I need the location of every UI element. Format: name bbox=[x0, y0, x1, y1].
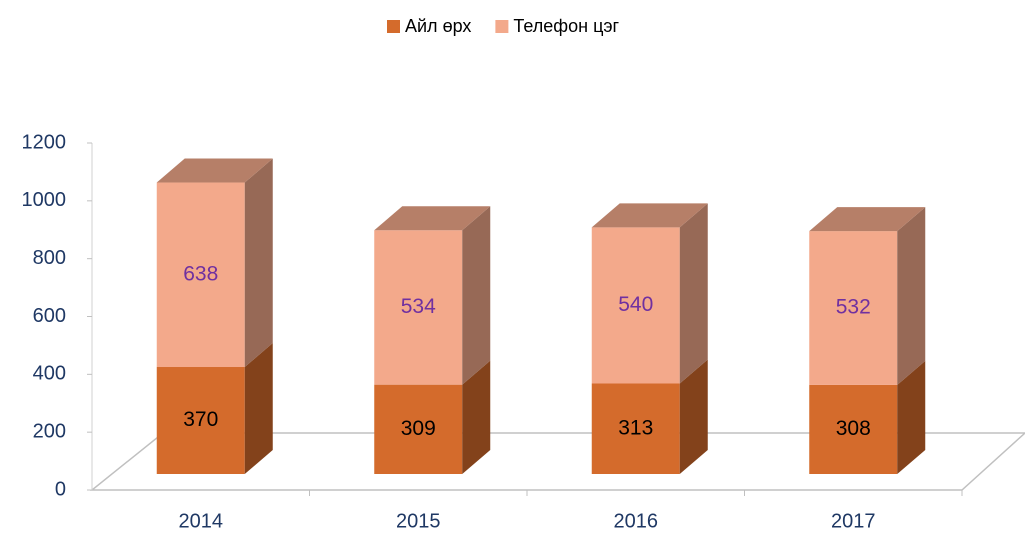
y-tick-label: 0 bbox=[55, 478, 66, 500]
y-tick-label: 600 bbox=[33, 305, 66, 327]
y-tick-label: 1200 bbox=[22, 131, 67, 153]
y-tick-label: 400 bbox=[33, 363, 66, 385]
bar-side bbox=[679, 203, 708, 384]
bar-side bbox=[679, 359, 708, 474]
data-label: 308 bbox=[836, 417, 871, 440]
floor bbox=[89, 432, 1025, 491]
y-tick-label: 800 bbox=[33, 247, 66, 269]
bar-side bbox=[244, 158, 273, 368]
bar-segment bbox=[591, 227, 680, 384]
bar-side bbox=[244, 343, 273, 474]
data-label: 540 bbox=[618, 293, 653, 316]
data-label: 370 bbox=[183, 408, 218, 431]
x-tick-label: 2016 bbox=[614, 510, 659, 532]
x-tick-label: 2015 bbox=[396, 510, 441, 532]
data-label: 313 bbox=[618, 416, 653, 439]
bar-top bbox=[374, 206, 491, 231]
data-label: 638 bbox=[183, 262, 218, 285]
legend-label: Телефон цэг bbox=[513, 16, 619, 36]
bar-segment bbox=[156, 367, 245, 474]
data-label: 532 bbox=[836, 296, 871, 319]
bar-segment bbox=[809, 384, 898, 474]
x-tick-label: 2014 bbox=[179, 510, 224, 532]
bar-top bbox=[156, 158, 273, 183]
bar-side bbox=[897, 207, 926, 385]
x-tick-label: 2017 bbox=[831, 510, 876, 532]
bar-side bbox=[462, 206, 491, 385]
bar-side bbox=[462, 360, 491, 474]
bar-segment bbox=[591, 383, 680, 474]
legend-swatch bbox=[387, 20, 400, 33]
y-tick-label: 200 bbox=[33, 420, 66, 442]
bar-segment bbox=[809, 231, 898, 385]
bar-segment bbox=[156, 182, 245, 368]
data-label: 309 bbox=[401, 417, 436, 440]
legend-swatch bbox=[495, 20, 509, 33]
y-tick-label: 1000 bbox=[22, 189, 67, 211]
bar-top bbox=[591, 203, 708, 228]
data-label: 534 bbox=[401, 295, 436, 318]
bar-top bbox=[809, 207, 926, 232]
legend-label: Айл өрх bbox=[405, 16, 471, 36]
bar-side bbox=[897, 360, 926, 474]
bar-segment bbox=[374, 384, 463, 474]
bar-segment bbox=[374, 230, 463, 385]
